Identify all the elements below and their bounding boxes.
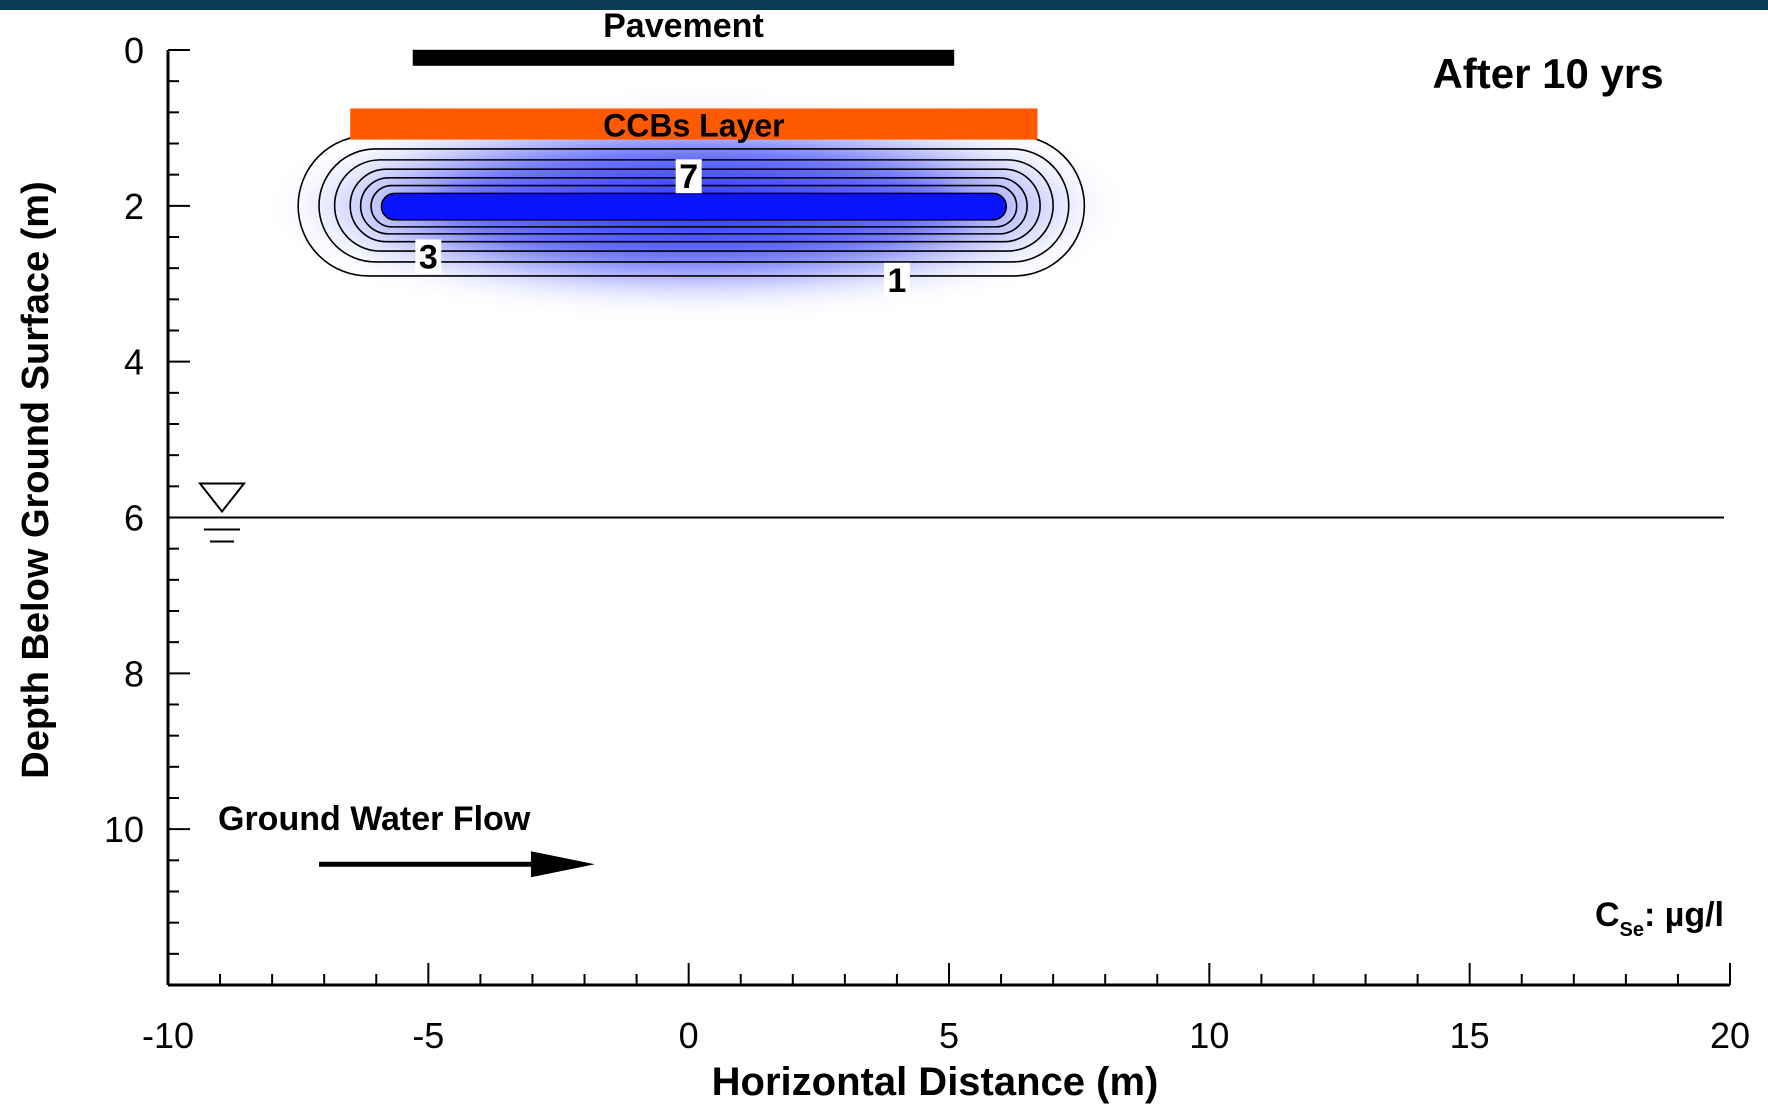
- ccbs-layer-bar: [350, 108, 1038, 140]
- ground-water-flow-label: Ground Water Flow: [218, 800, 531, 838]
- x-tick-label: -10: [142, 1015, 194, 1056]
- contour-label: 7: [679, 158, 698, 196]
- contour-level-2: [318, 148, 1070, 263]
- flow-arrow-head-icon: [530, 851, 595, 878]
- x-tick-label: 5: [939, 1015, 959, 1056]
- top-border-strip: [0, 0, 1768, 10]
- water-table-symbol-icon: [197, 482, 247, 514]
- x-tick-label: 20: [1710, 1015, 1750, 1056]
- contour-label: 3: [419, 238, 438, 276]
- units-note-suffix: : µg/l: [1644, 896, 1724, 934]
- annotation-title: After 10 yrs: [1432, 50, 1663, 97]
- contour-label: 1: [887, 262, 906, 300]
- site-structures: Pavement CCBs Layer Ground Water Flow: [168, 7, 1724, 878]
- pavement-bar: [412, 49, 955, 66]
- y-tick-label: 4: [124, 342, 144, 383]
- x-tick-label: 0: [679, 1015, 699, 1056]
- contour-label-bg: [415, 239, 442, 274]
- x-axis-label: Horizontal Distance (m): [712, 1060, 1159, 1104]
- plume-core: [381, 193, 1007, 220]
- chart-axes: -10 -5 0 5 10 15 20 0 2 4 6 8 10: [104, 30, 1750, 1056]
- ccbs-layer-label: CCBs Layer: [603, 107, 784, 143]
- y-axis-label: Depth Below Ground Surface (m): [15, 181, 57, 778]
- y-tick-label: 2: [124, 186, 144, 227]
- contour-lines: 7 3 1: [297, 134, 1086, 300]
- pavement-label: Pavement: [603, 7, 764, 45]
- contour-label-bg: [883, 262, 910, 297]
- plume-area: [263, 105, 1130, 306]
- units-note-subscript: Se: [1620, 919, 1644, 941]
- y-tick-label: 6: [124, 498, 144, 539]
- y-tick-label: 0: [124, 30, 144, 71]
- contour-level-7: [380, 192, 1008, 221]
- contour-label-bg: [675, 159, 702, 194]
- units-note: CSe: µg/l: [1595, 896, 1724, 941]
- x-tick-label: 10: [1189, 1015, 1229, 1056]
- x-tick-label: 15: [1450, 1015, 1490, 1056]
- units-note-prefix: C: [1595, 896, 1620, 934]
- x-tick-label: -5: [412, 1015, 444, 1056]
- y-tick-label: 8: [124, 653, 144, 694]
- y-tick-label: 10: [104, 809, 144, 850]
